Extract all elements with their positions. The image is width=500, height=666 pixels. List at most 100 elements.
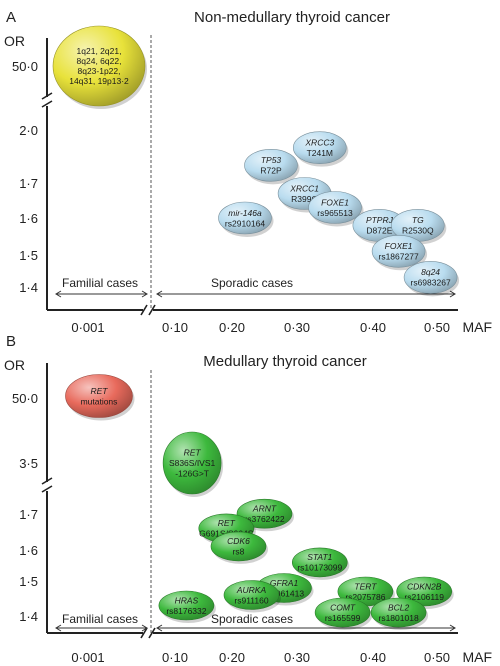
y-axis-label: OR — [4, 33, 25, 49]
data-point-label: rs8 — [233, 547, 245, 557]
data-point-label: XRCC1 — [289, 183, 319, 193]
data-point-marker — [291, 547, 348, 578]
x-break-mark — [140, 627, 148, 639]
y-tick-label: 1·7 — [19, 507, 38, 522]
data-point-label: 8q24 — [421, 267, 440, 277]
data-point-label: BCL2 — [388, 602, 410, 612]
y-axis-label: OR — [4, 357, 25, 373]
data-point-label: ARNT — [252, 503, 277, 513]
data-point-label: rs965513 — [317, 208, 353, 218]
data-point-label: -126G>T — [175, 469, 209, 479]
x-tick-label: 0·40 — [360, 320, 386, 335]
data-point-label: mutations — [81, 396, 118, 406]
y-tick-label: 1·4 — [19, 609, 38, 624]
data-point-marker — [308, 191, 362, 224]
familial-label: Familial cases — [62, 276, 138, 290]
y-break-mark — [41, 485, 53, 493]
sporadic-label: Sporadic cases — [211, 612, 293, 626]
x-break-mark — [148, 627, 156, 639]
panel-title: Non-medullary thyroid cancer — [194, 9, 390, 26]
data-point-label: STAT1 — [307, 552, 332, 562]
data-point-label: rs2910164 — [225, 218, 265, 228]
y-tick-label: 1·4 — [19, 280, 38, 295]
data-point-label: rs10173099 — [297, 563, 342, 573]
data-point-label: TERT — [354, 581, 377, 591]
data-point-label: COMT — [330, 602, 356, 612]
x-tick-label: 0·001 — [71, 320, 104, 335]
data-point-label: rs1867277 — [379, 252, 419, 262]
data-point-marker — [314, 597, 371, 628]
data-point-label: RET — [184, 448, 202, 458]
data-point-marker — [396, 576, 453, 607]
x-axis-label: MAF — [462, 319, 492, 335]
panel-title: Medullary thyroid cancer — [203, 353, 366, 370]
data-point-label: TG — [412, 215, 424, 225]
data-point-label: HRAS — [175, 595, 199, 605]
data-point-label: T241M — [307, 148, 333, 158]
data-point-label: rs1061413 — [264, 588, 304, 598]
y-tick-label: 1·6 — [19, 211, 38, 226]
data-point-label: rs6983267 — [411, 278, 451, 288]
panel-letter: B — [6, 333, 16, 350]
data-point-marker — [158, 590, 215, 621]
panel-b: B Medullary thyroid cancer OR 1·4 1·5 1·6 1·7 3… — [4, 333, 492, 665]
data-point-label: D872E — [366, 226, 392, 236]
x-axis-label: MAF — [462, 649, 492, 665]
data-point-label: rs2075786 — [345, 592, 385, 602]
data-point-marker — [403, 261, 458, 294]
y-tick-label: 1·7 — [19, 176, 38, 191]
sporadic-range-arrow — [156, 624, 456, 632]
data-point-label: CDK6 — [227, 536, 250, 546]
x-tick-label: 0·40 — [360, 650, 386, 665]
data-point-label: GFRA1 — [270, 578, 299, 588]
y-tick-label: 1·5 — [19, 574, 38, 589]
data-point-marker — [52, 25, 146, 107]
data-point: 1q21, 2q21,8q24, 6q22,8q23-1p22,14q31, 1… — [52, 25, 147, 109]
y-tick-label: 2·0 — [19, 123, 38, 138]
data-point-label: CDKN2B — [407, 581, 442, 591]
y-break-mark — [41, 92, 53, 100]
x-tick-label: 0·20 — [219, 650, 245, 665]
data-point-label: XRCC3 — [304, 137, 334, 147]
data-point-marker — [244, 149, 298, 182]
data-point-label: AURKA — [236, 585, 267, 595]
x-tick-label: 0·10 — [162, 650, 188, 665]
data-point-label: 8q23-1p22, — [77, 66, 120, 76]
x-tick-label: 0·20 — [219, 320, 245, 335]
sporadic-label: Sporadic cases — [211, 276, 293, 290]
y-tick-label: 1·5 — [19, 248, 38, 263]
data-point-label: mir-146a — [228, 208, 262, 218]
data-point-label: TP53 — [261, 155, 282, 165]
x-tick-label: 0·30 — [284, 320, 310, 335]
data-point-marker — [210, 531, 267, 562]
data-point-label: RET — [218, 518, 236, 528]
data-point-label: PTPRJ — [366, 215, 394, 225]
familial-label: Familial cases — [62, 612, 138, 626]
y-break-mark — [41, 477, 53, 485]
x-break-mark — [148, 304, 156, 316]
x-break-mark — [140, 304, 148, 316]
data-point-label: rs1801018 — [379, 613, 419, 623]
data-point-label: rs8176332 — [166, 606, 206, 616]
data-point-marker — [371, 235, 426, 268]
sporadic-range-arrow — [156, 290, 456, 298]
data-point-marker — [370, 597, 427, 628]
data-point-label: 8q24, 6q22, — [77, 56, 122, 66]
data-point-marker — [236, 498, 293, 529]
data-point-marker — [162, 431, 222, 495]
y-tick-label: 1·6 — [19, 543, 38, 558]
data-point-label: 1q21, 2q21, — [77, 46, 122, 56]
